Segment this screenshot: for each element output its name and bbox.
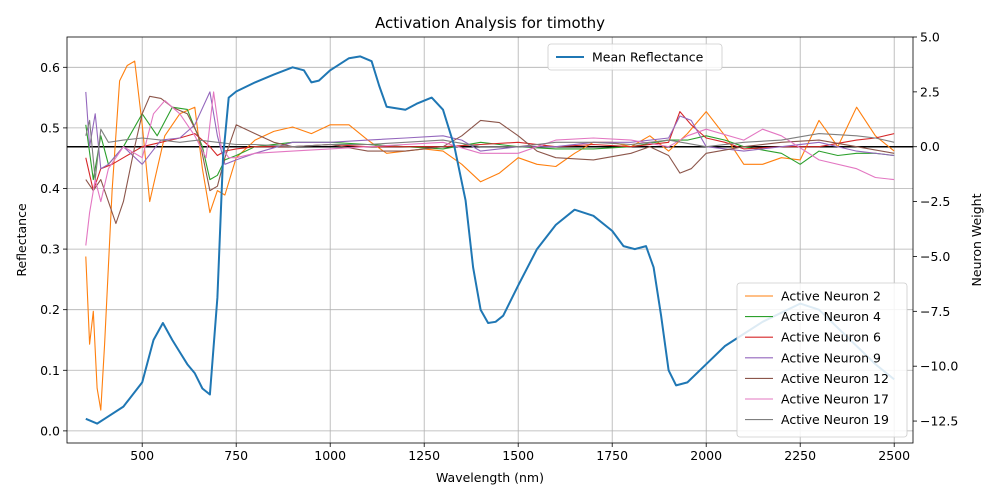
x-axis-ticks: 500 750 1000 1250 1500 1750 2000 2250 2500: [130, 443, 910, 463]
plot-frame: [66, 36, 914, 444]
y2-axis-ticks: −12.5 −10.0 −7.5 −5.0 −2.5 0.0 2.5 5.0: [913, 30, 958, 429]
legend-active-neuron-9-label: Active Neuron 9: [781, 350, 881, 365]
active-neuron-9-line: [85, 91, 895, 170]
active-neuron-19-line: [85, 119, 895, 181]
y-tick-label: 0.3: [40, 242, 60, 257]
y-tick-label: 0.6: [40, 60, 60, 75]
legend-active-neuron-19-label: Active Neuron 19: [781, 412, 889, 427]
x-axis-label: Wavelength (nm): [436, 470, 544, 485]
x-tick-label: 2500: [878, 448, 910, 463]
y-tick-label: 0.4: [40, 181, 60, 196]
neuron-series-group: [85, 60, 895, 411]
y2-tick-label: −12.5: [920, 414, 958, 429]
y2-axis-label: Neuron Weight: [969, 193, 984, 286]
y2-tick-label: 5.0: [920, 30, 940, 45]
legend-lower: Active Neuron 2 Active Neuron 4 Active Neu…: [736, 282, 908, 438]
y-tick-label: 0.1: [40, 363, 60, 378]
y-axis-label: Reflectance: [14, 203, 29, 277]
x-tick-label: 1000: [314, 448, 346, 463]
legend-active-neuron-6-label: Active Neuron 6: [781, 330, 881, 345]
y2-tick-label: 0.0: [920, 139, 940, 154]
x-tick-label: 2250: [784, 448, 816, 463]
x-tick-label: 500: [130, 448, 154, 463]
x-tick-label: 1500: [502, 448, 534, 463]
x-tick-label: 750: [224, 448, 248, 463]
legend-active-neuron-17-label: Active Neuron 17: [781, 392, 889, 407]
legend-lower-frame: [736, 282, 908, 438]
active-neuron-6-line: [85, 111, 895, 192]
legend-active-neuron-2-label: Active Neuron 2: [781, 289, 881, 304]
legend-active-neuron-4-label: Active Neuron 4: [781, 309, 881, 324]
x-tick-label: 1750: [596, 448, 628, 463]
mean-series-group: [85, 55, 895, 425]
chart-title: Activation Analysis for timothy: [375, 14, 605, 32]
y-tick-label: 0.5: [40, 120, 60, 135]
legend-upper-frame: [547, 43, 723, 71]
y2-tick-label: −5.0: [920, 249, 950, 264]
y2-tick-label: −2.5: [920, 194, 950, 209]
y2-tick-label: −10.0: [920, 359, 958, 374]
y-axis-ticks: 0.0 0.1 0.2 0.3 0.4 0.5 0.6: [40, 60, 67, 438]
y2-tick-label: 2.5: [920, 84, 940, 99]
legend-active-neuron-12-label: Active Neuron 12: [781, 371, 889, 386]
y2-tick-label: −7.5: [920, 304, 950, 319]
legend-upper: Mean Reflectance: [547, 43, 723, 71]
y-tick-label: 0.0: [40, 423, 60, 438]
legend-mean-label: Mean Reflectance: [592, 50, 704, 65]
mean-reflectance-line: [85, 55, 895, 425]
active-neuron-17-line: [85, 91, 895, 246]
x-tick-label: 1250: [408, 448, 440, 463]
x-tick-label: 2000: [690, 448, 722, 463]
y-tick-label: 0.2: [40, 302, 60, 317]
